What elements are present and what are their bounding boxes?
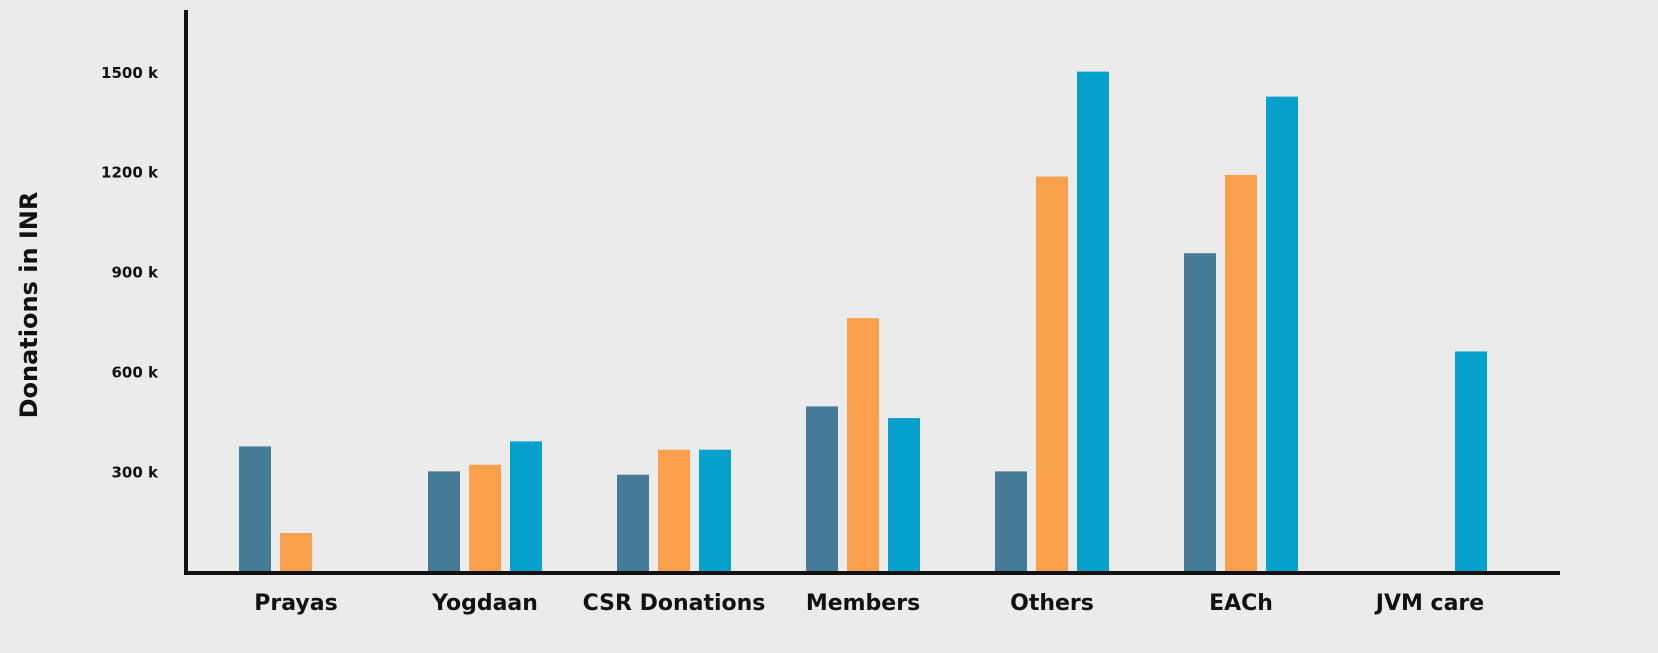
bar (617, 474, 649, 573)
bar (847, 318, 879, 573)
bar (995, 471, 1027, 573)
x-tick-label: JVM care (1374, 591, 1484, 616)
bar (1184, 253, 1216, 574)
x-tick-label: Prayas (254, 591, 337, 616)
bar (658, 449, 690, 573)
bar (280, 533, 312, 573)
x-tick-label: Yogdaan (431, 591, 538, 616)
bar (1036, 176, 1068, 573)
bar (428, 471, 460, 573)
bar (1077, 71, 1109, 573)
bar (510, 441, 542, 573)
x-tick-label: CSR Donations (583, 591, 766, 616)
y-tick-label: 1200 k (101, 164, 159, 182)
y-tick-label: 900 k (111, 264, 159, 282)
bar (888, 418, 920, 573)
bar (1455, 351, 1487, 573)
bar (1266, 96, 1298, 573)
bar (1225, 174, 1257, 573)
bar (239, 446, 271, 573)
y-tick-label: 300 k (111, 464, 159, 482)
bar (806, 406, 838, 573)
y-tick-label: 600 k (111, 364, 159, 382)
x-tick-label: Members (806, 591, 920, 616)
x-tick-label: EACh (1209, 591, 1273, 616)
bar (469, 464, 501, 573)
y-tick-label: 1500 k (101, 64, 159, 82)
y-axis-label: Donations in INR (15, 192, 43, 419)
bar (699, 449, 731, 573)
x-tick-label: Others (1010, 591, 1094, 616)
